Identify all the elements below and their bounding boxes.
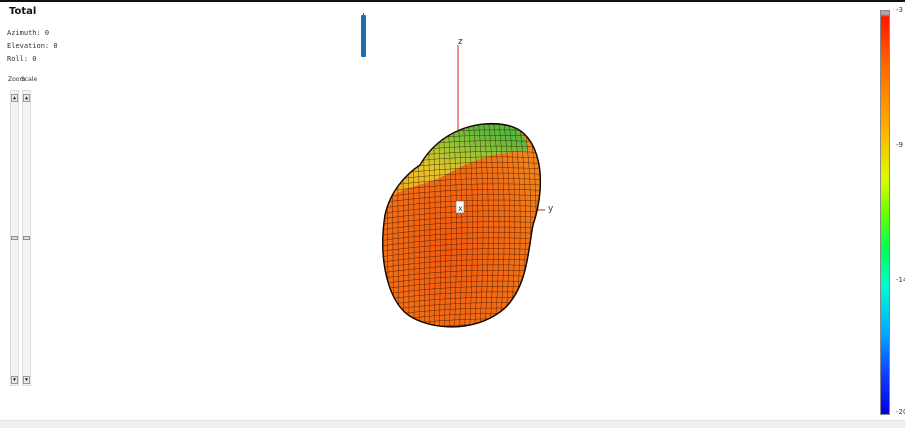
- mesh-meridian: [371, 110, 374, 340]
- mesh-parallel: [370, 335, 552, 345]
- mesh-parallel: [382, 226, 541, 238]
- bottom-status-bar: [0, 420, 905, 428]
- mesh-meridian: [476, 123, 484, 327]
- colorbar-tick-min: -20: [896, 408, 905, 416]
- zoom-slider[interactable]: ▲ ▼: [10, 90, 19, 386]
- y-axis-label: y: [548, 204, 554, 214]
- radiation-surface-top: [386, 123, 528, 200]
- radiation-surface-outline: [382, 122, 542, 328]
- mesh-parallel: [382, 221, 541, 232]
- mesh-meridian: [461, 123, 468, 327]
- mesh-meridian: [451, 123, 457, 327]
- scale-label: Scale: [21, 76, 38, 83]
- zoom-down-button[interactable]: ▼: [11, 376, 18, 384]
- colorbar-tick-2: -9: [896, 141, 903, 149]
- mesh-meridian: [377, 110, 379, 340]
- x-axis-label: x: [458, 204, 463, 213]
- zoom-up-button[interactable]: ▲: [11, 94, 18, 102]
- scale-down-button[interactable]: ▼: [23, 376, 30, 384]
- mesh-parallel: [370, 330, 552, 340]
- radiation-pattern-view[interactable]: z y x: [0, 0, 875, 420]
- elevation-readout: Elevation: 0: [7, 42, 58, 50]
- mesh-meridian: [471, 123, 478, 327]
- mesh-meridian: [536, 123, 541, 327]
- azimuth-readout: Azimuth: 0: [7, 29, 50, 37]
- colorbar-tick-max: -3: [896, 6, 903, 14]
- mesh-meridian: [486, 123, 494, 327]
- colorbar-tick-3: -14: [896, 276, 905, 284]
- mesh-meridian: [481, 123, 489, 327]
- mesh-parallel: [382, 194, 541, 205]
- zoom-slider-thumb[interactable]: [11, 236, 18, 240]
- mesh-meridian: [496, 123, 505, 327]
- mesh-meridian: [456, 123, 463, 327]
- scale-slider-thumb[interactable]: [23, 236, 30, 240]
- scale-up-button[interactable]: ▲: [23, 94, 30, 102]
- mesh-parallel: [382, 215, 541, 227]
- mesh-meridian: [466, 123, 473, 327]
- mesh-parallel: [382, 232, 541, 243]
- mesh-meridian: [542, 110, 552, 340]
- z-axis-label: z: [458, 37, 463, 47]
- plot-title: Total: [9, 6, 37, 17]
- mesh-parallel: [370, 108, 552, 118]
- window-top-border: [0, 0, 905, 2]
- rotation-handle[interactable]: [361, 15, 366, 57]
- roll-readout: Roll: 0: [7, 55, 37, 63]
- mesh-meridian: [491, 123, 500, 327]
- colorbar: [880, 10, 890, 415]
- scale-slider[interactable]: ▲ ▼: [22, 90, 31, 386]
- mesh-parallel: [382, 123, 541, 130]
- zoom-label: Zoom: [8, 76, 26, 83]
- mesh-parallel: [370, 114, 552, 124]
- x-axis-label-box: [455, 200, 465, 214]
